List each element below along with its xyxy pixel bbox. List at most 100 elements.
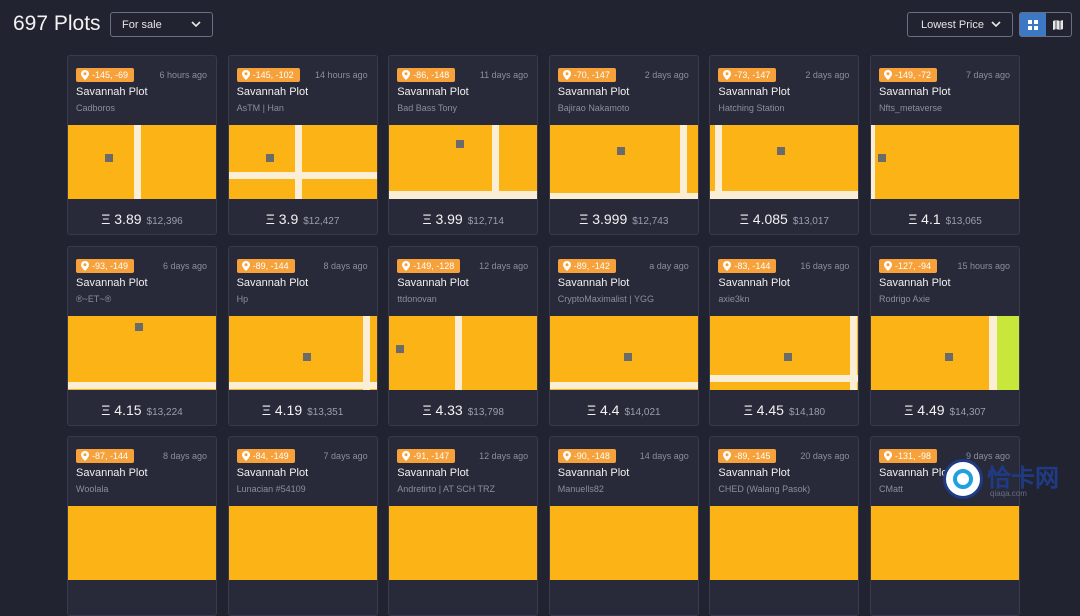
plot-card[interactable]: -149, -72 7 days ago Savannah Plot Nfts_… (870, 55, 1020, 235)
location-pin-icon (884, 70, 892, 80)
price-usd: $13,224 (146, 406, 183, 418)
owner-name: ®~ET~® (76, 293, 112, 304)
plot-card[interactable]: -87, -144 8 days ago Savannah Plot Woola… (67, 436, 217, 616)
plot-card[interactable]: -89, -142 a day ago Savannah Plot Crypto… (548, 245, 699, 426)
owner-name: Nfts_metaverse (879, 103, 943, 113)
price-eth: Ξ 3.89 (101, 211, 142, 227)
road (228, 381, 377, 389)
map-view-button[interactable] (1046, 13, 1072, 36)
plot-card[interactable]: -89, -144 8 days ago Savannah Plot Hp Ξ … (227, 245, 378, 426)
plot-card[interactable]: -145, -69 6 hours ago Savannah Plot Cadb… (67, 55, 217, 235)
plot-card[interactable]: -127, -94 15 hours ago Savannah Plot Rod… (870, 245, 1020, 426)
listed-time: 8 days ago (162, 451, 207, 461)
price-usd: $13,065 (945, 216, 982, 227)
plot-type: Savannah Plot (236, 467, 309, 479)
forest-edge (997, 315, 1019, 390)
road (492, 125, 500, 199)
coordinates: -84, -149 (252, 451, 289, 461)
plot-type: Savannah Plot (397, 276, 469, 289)
coordinates: -149, -128 (413, 260, 455, 271)
price-eth: Ξ 4.45 (743, 401, 784, 418)
price-row: Ξ 3.9 $12,427 (229, 211, 377, 229)
location-pin-icon (81, 260, 89, 271)
price-row: Ξ 4.4 $14,021 (550, 402, 698, 420)
price-usd: $13,017 (792, 216, 829, 227)
watermark-sub: qiaqa.com (990, 489, 1027, 498)
plot-map-thumbnail (710, 125, 859, 199)
plot-map-thumbnail (228, 315, 377, 390)
plot-marker (878, 154, 886, 162)
plot-type: Savannah Plot (557, 276, 630, 289)
plot-map-thumbnail (68, 506, 216, 580)
listed-time: 6 hours ago (159, 70, 207, 80)
location-pin-icon (402, 260, 411, 271)
page-title: 697 Plots (13, 12, 101, 35)
plot-card[interactable]: -93, -149 6 days ago Savannah Plot ®~ET~… (67, 245, 217, 426)
listed-time: 7 days ago (965, 70, 1010, 80)
plot-card[interactable]: -70, -147 2 days ago Savannah Plot Bajir… (548, 55, 699, 235)
coordinates-badge: -83, -144 (718, 258, 777, 273)
location-pin-icon (562, 70, 571, 80)
sale-filter-dropdown[interactable]: For sale (110, 12, 213, 37)
listed-time: 2 days ago (805, 70, 850, 80)
plot-map-thumbnail (549, 315, 698, 390)
plot-card[interactable]: -84, -149 7 days ago Savannah Plot Lunac… (227, 436, 378, 616)
price-row: Ξ 4.33 $13,798 (389, 402, 537, 420)
view-toggle (1019, 12, 1072, 37)
location-pin-icon (884, 451, 892, 461)
road (850, 315, 858, 390)
plot-card[interactable]: -89, -145 20 days ago Savannah Plot CHED… (709, 436, 860, 616)
price-row: Ξ 4.1 $13,065 (871, 211, 1019, 229)
plot-map-thumbnail (389, 125, 538, 199)
plot-marker (302, 352, 311, 361)
map-icon (1053, 19, 1064, 30)
price-row: Ξ 4.19 $13,351 (229, 402, 377, 420)
listed-time: 16 days ago (800, 260, 850, 271)
coordinates-badge: -149, -72 (879, 68, 938, 82)
location-pin-icon (241, 70, 250, 80)
owner-name: Bad Bass Tony (397, 103, 458, 113)
price-eth: Ξ 4.4 (586, 401, 620, 418)
location-pin-icon (81, 451, 89, 461)
plot-card[interactable]: -83, -144 16 days ago Savannah Plot axie… (709, 245, 860, 426)
plot-card[interactable]: -86, -148 11 days ago Savannah Plot Bad … (388, 55, 539, 235)
plot-marker (456, 140, 465, 148)
price-row: Ξ 3.89 $12,396 (68, 211, 216, 229)
plot-card[interactable]: -145, -102 14 hours ago Savannah Plot As… (227, 55, 378, 235)
plot-map-thumbnail (710, 315, 859, 390)
road (989, 315, 997, 390)
plot-map-thumbnail (389, 315, 538, 390)
plot-map-thumbnail (871, 125, 1019, 199)
grid-icon (1027, 19, 1038, 30)
coordinates: -145, -69 (92, 70, 129, 80)
owner-name: Andretirto | AT SCH TRZ (397, 484, 496, 494)
location-pin-icon (402, 451, 411, 461)
grid-view-button[interactable] (1020, 13, 1046, 36)
price-usd: $12,396 (146, 216, 183, 227)
owner-name: Manuells82 (557, 484, 604, 494)
coordinates: -89, -144 (252, 260, 289, 271)
top-bar: 697 Plots For sale Lowest Price (0, 0, 1080, 50)
price-row (68, 592, 216, 610)
price-eth: Ξ 4.19 (261, 401, 303, 418)
plot-card[interactable]: -73, -147 2 days ago Savannah Plot Hatch… (709, 55, 860, 235)
plot-type: Savannah Plot (397, 467, 469, 479)
price-eth: Ξ 4.085 (739, 211, 788, 227)
listed-time: 8 days ago (323, 260, 368, 271)
road (679, 125, 687, 199)
plot-map-thumbnail (549, 125, 698, 199)
plot-marker (777, 147, 786, 155)
plot-card[interactable]: -149, -128 12 days ago Savannah Plot ttd… (388, 245, 539, 426)
sort-dropdown[interactable]: Lowest Price (907, 12, 1013, 37)
plot-marker (135, 322, 143, 331)
plot-map-thumbnail (228, 506, 377, 580)
plot-marker (105, 154, 113, 162)
coordinates-badge: -149, -128 (397, 258, 461, 273)
plot-type: Savannah Plot (236, 276, 309, 289)
coordinates: -90, -148 (573, 451, 610, 461)
plot-type: Savannah Plot (718, 276, 790, 289)
listed-time: 12 days ago (479, 260, 529, 271)
plot-card[interactable]: -91, -147 12 days ago Savannah Plot Andr… (388, 436, 539, 616)
plot-card[interactable]: -90, -148 14 days ago Savannah Plot Manu… (548, 436, 699, 616)
plot-type: Savannah Plot (879, 276, 951, 289)
